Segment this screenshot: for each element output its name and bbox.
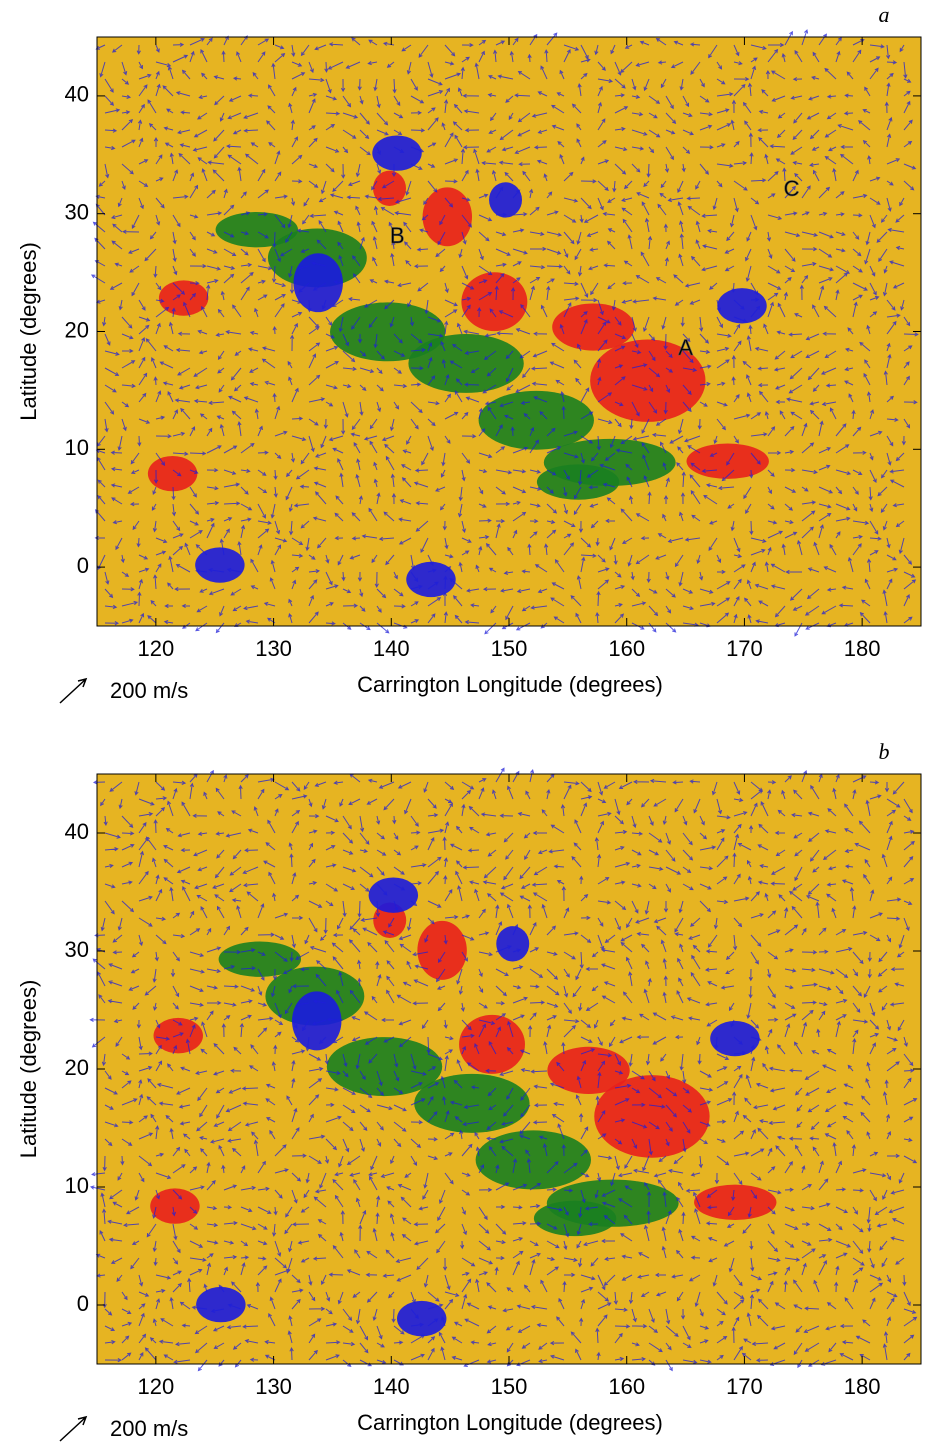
magnetic-region — [373, 170, 406, 207]
magnetic-region — [475, 1130, 591, 1190]
x-tick-label: 140 — [373, 636, 410, 661]
x-tick-label: 120 — [137, 1374, 174, 1399]
magnetic-region — [293, 253, 343, 313]
magnetic-region — [717, 288, 767, 324]
magnetic-region — [547, 1046, 630, 1094]
magnetic-region — [552, 303, 635, 351]
magnetic-region — [533, 1200, 617, 1237]
scale-label: 200 m/s — [110, 678, 188, 703]
y-tick-label: 40 — [65, 82, 89, 107]
x-tick-label: 160 — [608, 636, 645, 661]
magnetic-region — [326, 1037, 443, 1097]
y-tick-label: 20 — [65, 1055, 89, 1080]
magnetic-region — [478, 390, 594, 450]
y-tick-label: 0 — [77, 553, 89, 578]
x-tick-label: 140 — [373, 1374, 410, 1399]
scale-arrow — [59, 677, 88, 704]
x-tick-label: 160 — [608, 1374, 645, 1399]
y-tick-label: 20 — [65, 317, 89, 342]
x-tick-label: 150 — [491, 636, 528, 661]
panel-label: a — [879, 2, 890, 27]
magnetic-region — [330, 302, 446, 362]
region-label: C — [784, 176, 800, 201]
vector-field — [90, 29, 919, 637]
y-tick-label: 10 — [65, 435, 89, 460]
magnetic-region — [489, 182, 523, 218]
region-label: A — [678, 335, 693, 360]
magnetic-region — [195, 547, 245, 583]
magnetic-region — [408, 334, 524, 393]
magnetic-region — [396, 1300, 447, 1337]
x-tick-label: 150 — [491, 1374, 528, 1399]
y-axis-label: Latitude (degrees) — [16, 980, 41, 1159]
magnetic-region — [536, 464, 620, 500]
magnetic-region — [372, 135, 422, 171]
magnetic-region — [158, 280, 209, 316]
x-axis-label: Carrington Longitude (degrees) — [357, 1410, 663, 1435]
magnetic-region — [461, 272, 528, 332]
magnetic-region — [150, 1188, 200, 1224]
y-tick-label: 30 — [65, 200, 89, 225]
x-tick-label: 170 — [726, 636, 763, 661]
plot-background — [97, 37, 921, 626]
y-tick-label: 40 — [65, 819, 89, 844]
plot-area — [90, 29, 921, 637]
x-tick-label: 130 — [255, 1374, 292, 1399]
magnetic-region — [218, 941, 302, 977]
scale-label: 200 m/s — [110, 1416, 188, 1441]
magnetic-region — [594, 1075, 710, 1158]
magnetic-region — [459, 1014, 525, 1074]
region-label: B — [390, 223, 405, 248]
panel-label: b — [879, 739, 890, 764]
magnetic-region — [292, 991, 342, 1051]
x-tick-label: 180 — [844, 1374, 881, 1399]
magnetic-region — [590, 339, 706, 422]
y-tick-label: 30 — [65, 937, 89, 962]
magnetic-region — [417, 920, 467, 980]
x-tick-label: 180 — [844, 636, 881, 661]
x-axis-label: Carrington Longitude (degrees) — [357, 672, 663, 697]
magnetic-region — [368, 877, 419, 913]
magnetic-region — [215, 212, 299, 248]
magnetic-region — [414, 1073, 530, 1133]
magnetic-region — [686, 443, 769, 479]
magnetic-region — [406, 561, 456, 598]
vector-field — [89, 767, 918, 1372]
magnetic-region — [694, 1184, 777, 1220]
magnetic-region — [196, 1286, 246, 1323]
y-tick-label: 10 — [65, 1173, 89, 1198]
x-tick-label: 130 — [255, 636, 292, 661]
magnetic-region — [496, 926, 530, 962]
scale-arrow — [59, 1415, 88, 1442]
y-axis-label: Latitude (degrees) — [16, 242, 41, 421]
plot-area — [89, 767, 921, 1372]
magnetic-region — [710, 1020, 760, 1057]
magnetic-region — [153, 1017, 203, 1054]
magnetic-region — [422, 187, 473, 247]
x-tick-label: 170 — [726, 1374, 763, 1399]
x-tick-label: 120 — [137, 636, 174, 661]
magnetic-region — [147, 455, 198, 492]
y-tick-label: 0 — [77, 1291, 89, 1316]
